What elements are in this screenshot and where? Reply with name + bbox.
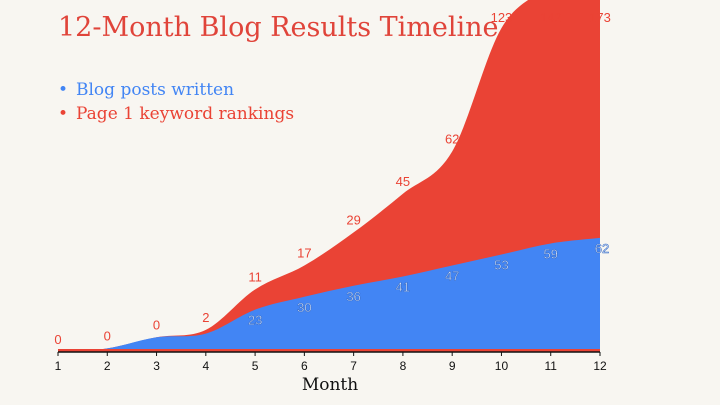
x-tick-label: 5 bbox=[252, 359, 259, 373]
x-axis-ticks: 1 2 3 4 5 6 7 8 9 10 11 12 bbox=[55, 352, 607, 373]
rankings-value-label: 17 bbox=[297, 246, 311, 261]
legend-item-posts: • Blog posts written bbox=[58, 78, 294, 102]
legend-bullet-icon: • bbox=[58, 104, 69, 124]
posts-value-label: 41 bbox=[396, 280, 410, 295]
x-tick-label: 1 bbox=[55, 359, 62, 373]
x-tick-label: 4 bbox=[202, 359, 209, 373]
rankings-value-label: 11 bbox=[248, 269, 262, 284]
chart-title: 12-Month Blog Results Timeline bbox=[58, 12, 499, 43]
x-tick-label: 10 bbox=[495, 359, 509, 373]
rankings-value-label: 0 bbox=[54, 332, 61, 347]
rankings-value-label: 123 bbox=[491, 10, 513, 25]
chart-areas bbox=[58, 0, 600, 352]
x-tick-label: 12 bbox=[593, 359, 607, 373]
data-labels: 0 0 0 2 11 17 29 45 62 123 142 173 23 30 36 41 47 53 59 62 bbox=[54, 10, 610, 347]
rankings-value-label: 45 bbox=[396, 174, 410, 189]
legend-item-rankings: • Page 1 keyword rankings bbox=[58, 102, 294, 126]
x-tick-label: 6 bbox=[301, 359, 308, 373]
x-tick-label: 3 bbox=[153, 359, 160, 373]
posts-value-label: 62 bbox=[595, 241, 609, 256]
posts-value-label: 47 bbox=[445, 269, 459, 284]
legend-bullet-icon: • bbox=[58, 80, 69, 100]
x-tick-label: 11 bbox=[544, 359, 557, 373]
posts-value-label: 53 bbox=[494, 257, 508, 272]
x-tick-label: 8 bbox=[400, 359, 407, 373]
legend: • Blog posts written • Page 1 keyword rank… bbox=[58, 78, 294, 126]
rankings-value-label: 29 bbox=[346, 212, 360, 227]
rankings-value-label: 173 bbox=[589, 10, 611, 25]
x-tick-label: 2 bbox=[104, 359, 111, 373]
posts-value-label: 59 bbox=[543, 246, 557, 261]
x-tick-label: 9 bbox=[449, 359, 456, 373]
rankings-value-label: 0 bbox=[104, 328, 111, 343]
posts-value-label: 30 bbox=[297, 300, 311, 315]
rankings-value-label: 142 bbox=[540, 10, 562, 25]
rankings-value-label: 62 bbox=[445, 131, 459, 146]
baseline-band bbox=[58, 349, 600, 352]
x-axis-label: Month bbox=[301, 375, 359, 395]
legend-label-posts: Blog posts written bbox=[76, 80, 235, 100]
area-posts bbox=[58, 237, 600, 352]
x-tick-label: 7 bbox=[350, 359, 357, 373]
posts-value-label: 23 bbox=[248, 313, 262, 328]
rankings-value-label: 0 bbox=[153, 317, 160, 332]
legend-label-rankings: Page 1 keyword rankings bbox=[76, 104, 295, 124]
rankings-value-label: 2 bbox=[202, 310, 209, 325]
posts-value-label: 36 bbox=[346, 289, 360, 304]
